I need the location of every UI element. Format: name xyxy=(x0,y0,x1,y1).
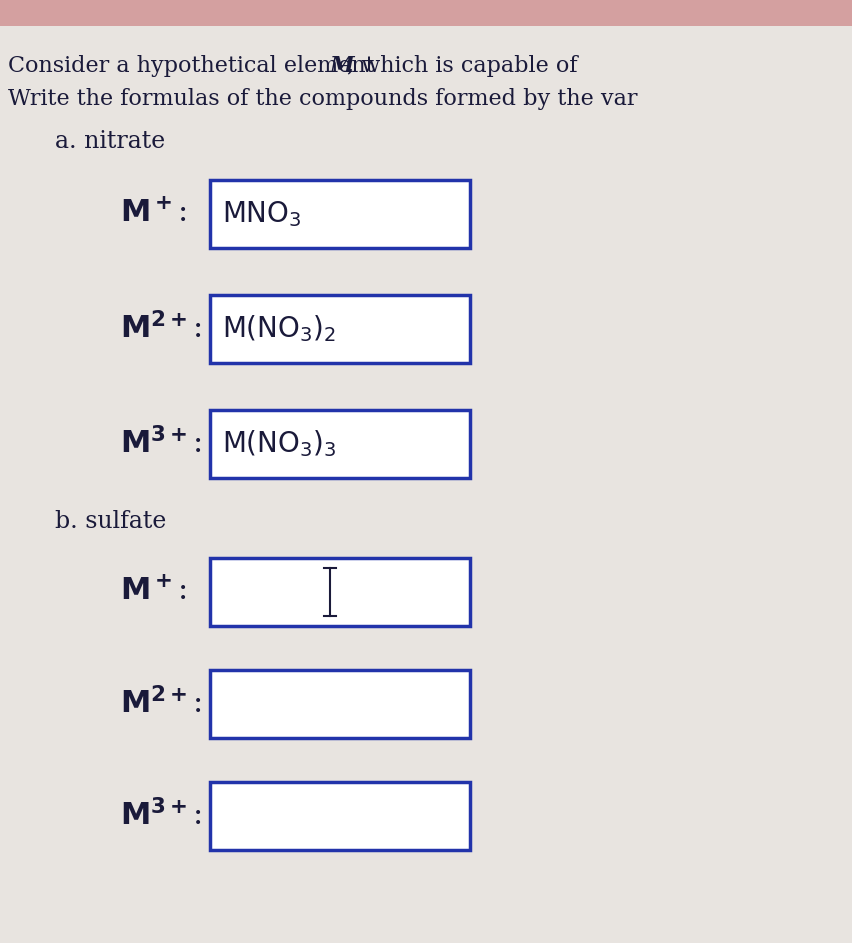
Text: $\mathrm{M(NO_3)_2}$: $\mathrm{M(NO_3)_2}$ xyxy=(222,314,337,344)
Text: M: M xyxy=(330,55,354,77)
Text: $\mathrm{MNO_3}$: $\mathrm{MNO_3}$ xyxy=(222,199,302,229)
Text: a. nitrate: a. nitrate xyxy=(55,130,165,153)
Text: $\mathrm{M(NO_3)_3}$: $\mathrm{M(NO_3)_3}$ xyxy=(222,429,337,459)
Text: $\mathbf{M^+}$:: $\mathbf{M^+}$: xyxy=(120,576,187,607)
Text: b. sulfate: b. sulfate xyxy=(55,510,166,533)
Text: $\mathbf{M^{2+}}$:: $\mathbf{M^{2+}}$: xyxy=(120,687,202,720)
Bar xyxy=(210,782,470,850)
Text: $\mathbf{M^{3+}}$:: $\mathbf{M^{3+}}$: xyxy=(120,800,202,833)
Text: , which is capable of: , which is capable of xyxy=(347,55,578,77)
Bar xyxy=(210,558,470,626)
Text: $\mathbf{M^{3+}}$:: $\mathbf{M^{3+}}$: xyxy=(120,428,202,460)
Bar xyxy=(0,0,852,26)
Bar xyxy=(210,410,470,478)
Bar xyxy=(210,295,470,363)
Text: $\mathbf{M^+}$:: $\mathbf{M^+}$: xyxy=(120,198,187,229)
Text: $\mathbf{M^{2+}}$:: $\mathbf{M^{2+}}$: xyxy=(120,313,202,345)
Bar xyxy=(210,670,470,738)
Bar xyxy=(210,180,470,248)
Text: Consider a hypothetical element: Consider a hypothetical element xyxy=(8,55,382,77)
Text: Write the formulas of the compounds formed by the var: Write the formulas of the compounds form… xyxy=(8,88,637,110)
